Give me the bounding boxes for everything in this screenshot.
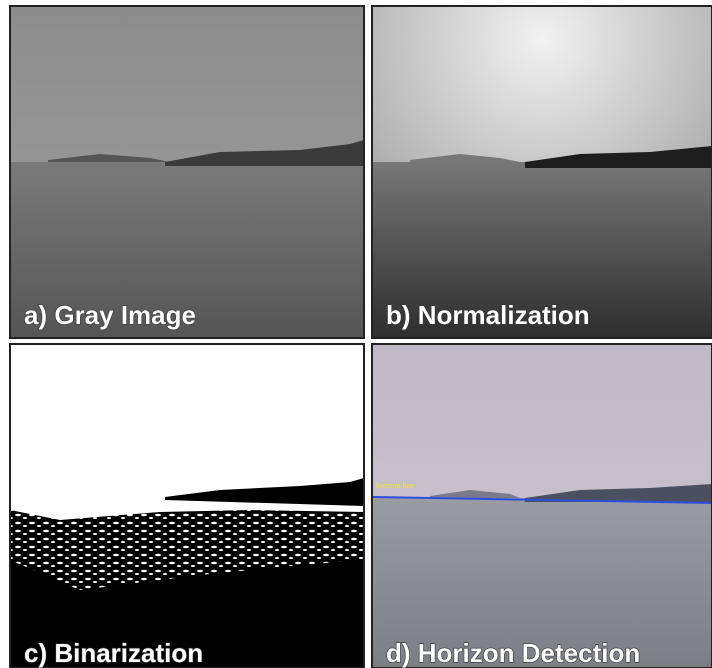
panel-label: d) Horizon Detection — [386, 638, 640, 668]
panel-horizon: horizon line d) Horizon Detection — [372, 344, 712, 668]
panel-binary: c) Binarization — [10, 344, 364, 668]
panel-label: a) Gray Image — [24, 300, 196, 330]
panel-gray: a) Gray Image — [10, 6, 364, 338]
panel-label: c) Binarization — [24, 638, 203, 668]
annotation: horizon line — [376, 481, 415, 490]
figure: a) Gray Image b) Normalization c) Binari… — [0, 0, 712, 668]
panel-normalized: b) Normalization — [372, 6, 712, 338]
panel-label: b) Normalization — [386, 300, 590, 330]
